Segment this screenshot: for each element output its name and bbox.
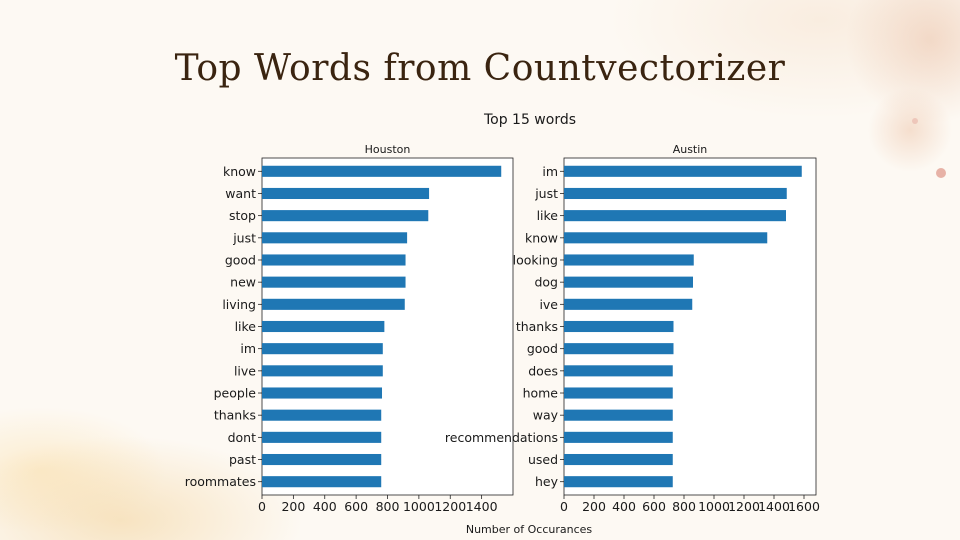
y-tick-label: like	[235, 319, 257, 334]
y-tick-label: thanks	[516, 319, 558, 334]
chart-suptitle: Top 15 words	[483, 112, 576, 128]
x-tick-label: 800	[672, 499, 696, 514]
y-tick-label: just	[232, 230, 256, 245]
x-axis-label: Number of Occurances	[466, 523, 593, 536]
x-tick-label: 600	[344, 499, 368, 514]
x-tick-label: 1000	[403, 499, 435, 514]
bar	[262, 232, 408, 244]
y-tick-label: used	[528, 452, 558, 467]
y-tick-label: im	[542, 164, 558, 179]
bar	[564, 453, 673, 466]
y-tick-label: home	[523, 386, 559, 401]
bar	[564, 365, 673, 377]
bar	[262, 387, 383, 399]
y-tick-label: ive	[539, 297, 558, 312]
y-tick-label: dog	[534, 275, 558, 290]
decor-dot	[912, 118, 918, 124]
y-tick-label: roommates	[185, 474, 256, 489]
x-tick-label: 800	[376, 499, 400, 514]
bar	[564, 387, 673, 399]
bar	[262, 276, 406, 288]
bar	[564, 343, 674, 355]
y-tick-label: people	[214, 386, 257, 401]
slide-title: Top Words from Countvectorizer	[174, 48, 786, 89]
y-tick-label: just	[534, 186, 558, 201]
x-tick-label: 600	[642, 499, 666, 514]
x-tick-label: 0	[258, 499, 266, 514]
y-tick-label: past	[229, 452, 256, 467]
x-tick-label: 1400	[758, 499, 790, 514]
y-tick-label: good	[527, 341, 558, 356]
bar	[564, 254, 694, 266]
bar	[564, 409, 673, 421]
y-tick-label: know	[525, 230, 558, 245]
y-tick-label: like	[537, 208, 559, 223]
y-tick-label: live	[234, 363, 256, 378]
x-tick-label: 400	[313, 499, 337, 514]
x-tick-label: 200	[582, 499, 606, 514]
y-tick-label: way	[533, 408, 559, 423]
panel-title-austin: Austin	[673, 143, 708, 156]
bar	[262, 343, 383, 355]
x-tick-label: 0	[560, 499, 568, 514]
y-tick-label: new	[230, 275, 256, 290]
y-tick-label: living	[222, 297, 256, 312]
bar	[262, 320, 385, 333]
decor-dot	[936, 168, 946, 178]
y-tick-label: stop	[229, 208, 256, 223]
bar	[564, 232, 768, 244]
bar	[262, 254, 406, 266]
y-tick-label: hey	[535, 474, 559, 489]
x-tick-label: 1400	[466, 499, 498, 514]
x-tick-label: 1600	[788, 499, 820, 514]
y-tick-label: want	[225, 186, 256, 201]
bar	[564, 210, 786, 222]
bar	[262, 476, 382, 488]
x-tick-label: 1200	[434, 499, 466, 514]
bar	[564, 431, 673, 443]
y-tick-label: dont	[228, 430, 257, 445]
x-tick-label: 1000	[698, 499, 730, 514]
bar	[262, 365, 383, 377]
x-tick-label: 400	[612, 499, 636, 514]
bar	[262, 298, 405, 310]
panel-title-houston: Houston	[365, 143, 411, 156]
bar	[564, 165, 802, 177]
bar	[564, 320, 674, 333]
bar	[262, 165, 502, 177]
bar	[564, 187, 787, 200]
y-tick-label: looking	[513, 252, 558, 267]
bar	[262, 431, 382, 443]
bar	[564, 276, 693, 288]
bar	[262, 187, 430, 200]
x-tick-label: 200	[281, 499, 305, 514]
bar	[564, 298, 693, 310]
y-tick-label: good	[225, 252, 256, 267]
bar	[262, 409, 382, 421]
x-tick-label: 1200	[728, 499, 760, 514]
y-tick-label: recommendations	[445, 430, 558, 445]
bar	[564, 476, 673, 488]
y-tick-label: im	[240, 341, 256, 356]
y-tick-label: does	[528, 363, 558, 378]
bar	[262, 210, 429, 222]
y-tick-label: thanks	[214, 408, 256, 423]
y-tick-label: know	[223, 164, 256, 179]
bar	[262, 453, 382, 466]
